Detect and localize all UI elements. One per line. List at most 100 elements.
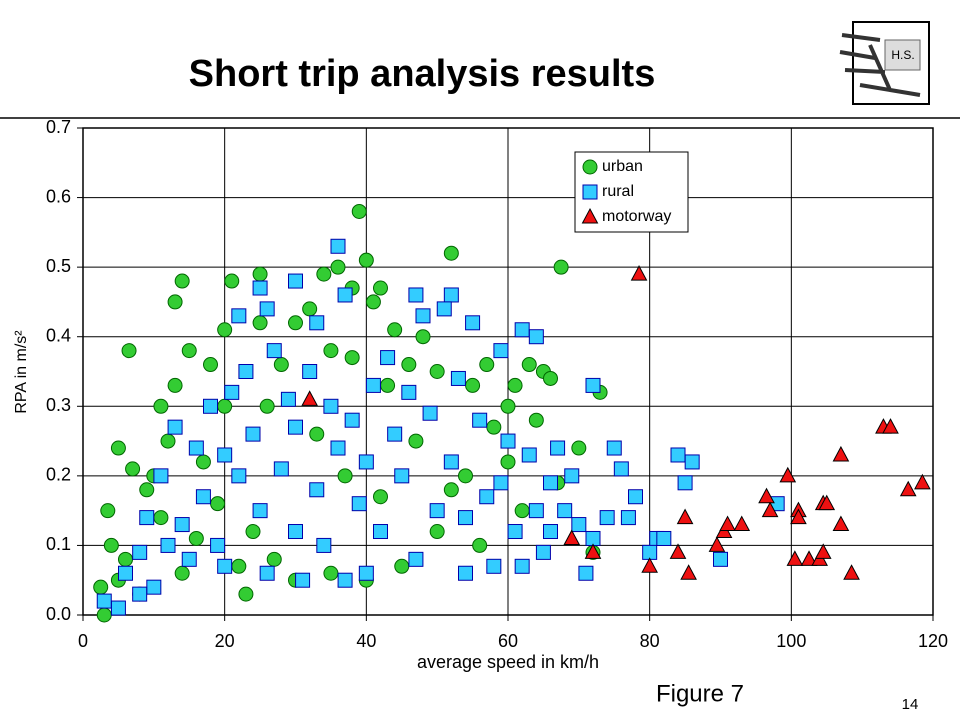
point [302, 301, 318, 317]
point [914, 473, 931, 490]
point [521, 447, 537, 463]
point [309, 426, 325, 442]
point [684, 454, 700, 470]
point [259, 301, 275, 317]
point [167, 419, 183, 435]
point [344, 350, 360, 366]
point [259, 398, 275, 414]
point [188, 440, 204, 456]
logo-plate [884, 39, 921, 71]
point [790, 508, 807, 525]
point [458, 510, 473, 526]
point [132, 544, 148, 560]
y-tick-label: 0.7 [46, 117, 71, 137]
point [217, 447, 233, 463]
legend-marker [582, 184, 598, 200]
point [273, 461, 289, 477]
point [436, 301, 452, 317]
legend-label: urban [602, 158, 643, 175]
point [100, 503, 116, 519]
point [330, 238, 346, 254]
point [814, 543, 832, 559]
point [680, 564, 697, 580]
point [153, 398, 169, 414]
y-axis-label: RPA in m/s² [13, 330, 30, 414]
point [786, 550, 804, 566]
point [337, 572, 353, 588]
point [203, 357, 218, 373]
point [543, 524, 558, 540]
point [160, 433, 176, 449]
point [443, 482, 459, 498]
point [521, 357, 537, 373]
point [443, 287, 459, 303]
legend: urban rural motorway [574, 151, 689, 233]
point [408, 551, 424, 567]
y-tick-label: 0.3 [46, 395, 71, 415]
point [301, 390, 319, 406]
point [344, 412, 360, 428]
point [238, 586, 254, 602]
point [167, 294, 183, 310]
x-tick-label: 60 [498, 631, 518, 651]
point [181, 343, 197, 359]
point [245, 524, 261, 540]
point [486, 419, 502, 435]
point [415, 329, 431, 345]
point [110, 600, 126, 616]
point [563, 529, 581, 545]
point [599, 510, 615, 526]
point [458, 565, 473, 581]
point [553, 259, 569, 275]
point [224, 273, 240, 289]
legend-marker [581, 207, 599, 224]
point [832, 515, 850, 532]
point [387, 322, 403, 338]
point [273, 357, 289, 373]
point [365, 294, 381, 310]
point [309, 482, 325, 498]
legend-label: motorway [602, 208, 671, 225]
y-tick-label: 0.6 [46, 186, 71, 206]
point [832, 445, 850, 462]
point [779, 466, 797, 483]
point [380, 377, 396, 393]
point [670, 447, 686, 463]
point [302, 364, 318, 379]
point [323, 565, 339, 581]
point [401, 384, 417, 400]
point [146, 579, 162, 595]
point [330, 259, 346, 275]
point [514, 558, 530, 574]
point [195, 489, 211, 505]
point [429, 364, 445, 379]
point [280, 391, 296, 407]
y-tick-label: 0.4 [46, 325, 71, 345]
point [210, 537, 226, 553]
point [514, 503, 530, 519]
point [500, 454, 516, 470]
point [252, 503, 268, 519]
point [465, 315, 481, 331]
point [479, 357, 495, 373]
point [337, 287, 353, 303]
x-tick-label: 120 [918, 631, 948, 651]
point [578, 565, 594, 581]
point [153, 510, 169, 526]
point [387, 426, 403, 442]
point [266, 551, 282, 567]
point [365, 377, 381, 393]
point [288, 273, 303, 289]
point [358, 565, 374, 581]
point [245, 426, 261, 442]
point [125, 461, 141, 477]
point [882, 418, 899, 434]
point [167, 377, 183, 393]
point [238, 364, 254, 379]
point [188, 530, 204, 546]
point [669, 543, 687, 559]
point [550, 440, 566, 456]
point [252, 266, 268, 282]
point [543, 370, 558, 386]
